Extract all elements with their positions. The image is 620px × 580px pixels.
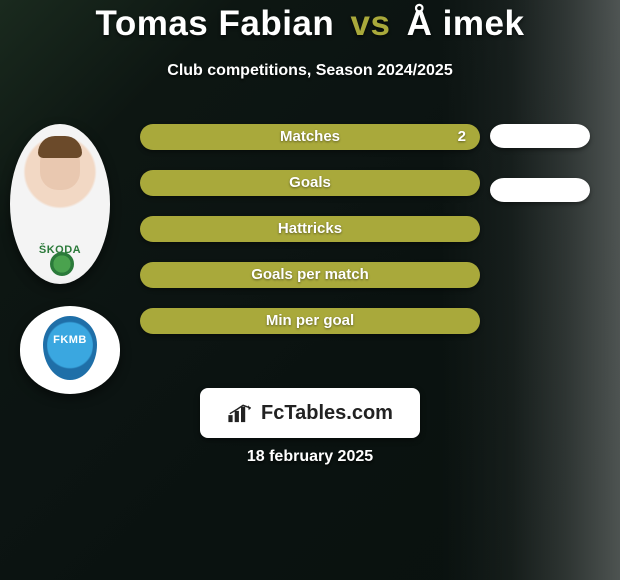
stat-right-blob [490, 124, 590, 148]
title-player-1: Tomas Fabian [96, 4, 335, 43]
date-line: 18 february 2025 [0, 448, 620, 466]
stat-label: Min per goal [140, 308, 480, 334]
title-player-2: Å imek [407, 4, 525, 43]
club-shield: FKMB [43, 316, 97, 380]
page-title: Tomas Fabian vs Å imek [0, 4, 620, 44]
stat-row-min-per-goal: Min per goal [140, 308, 600, 334]
stat-label: Goals per match [140, 262, 480, 288]
stat-pill: Goals [140, 170, 480, 196]
club-shield-label: FKMB [47, 334, 93, 346]
title-vs: vs [351, 4, 391, 43]
stat-pill: Min per goal [140, 308, 480, 334]
stat-pill: Matches 2 [140, 124, 480, 150]
fctables-badge[interactable]: FcTables.com [200, 388, 420, 438]
stat-row-goals-per-match: Goals per match [140, 262, 600, 288]
stat-pill: Goals per match [140, 262, 480, 288]
subtitle: Club competitions, Season 2024/2025 [0, 62, 620, 80]
stat-value-left: 2 [458, 124, 466, 150]
sponsor-logo [50, 252, 74, 276]
fctables-bars-icon [227, 402, 255, 424]
stat-right-blob [490, 178, 590, 202]
club-badge: FKMB [20, 306, 120, 394]
stat-label: Goals [140, 170, 480, 196]
fctables-text: FcTables.com [261, 402, 393, 425]
stat-label: Hattricks [140, 216, 480, 242]
stat-row-hattricks: Hattricks [140, 216, 600, 242]
stat-pill: Hattricks [140, 216, 480, 242]
stat-label: Matches [140, 124, 480, 150]
stat-row-goals: Goals [140, 170, 600, 196]
stat-row-matches: Matches 2 [140, 124, 600, 150]
background-right-stripe [440, 0, 620, 580]
fctables-logo: FcTables.com [227, 402, 393, 425]
player-avatar: ŠKODA [10, 124, 110, 284]
